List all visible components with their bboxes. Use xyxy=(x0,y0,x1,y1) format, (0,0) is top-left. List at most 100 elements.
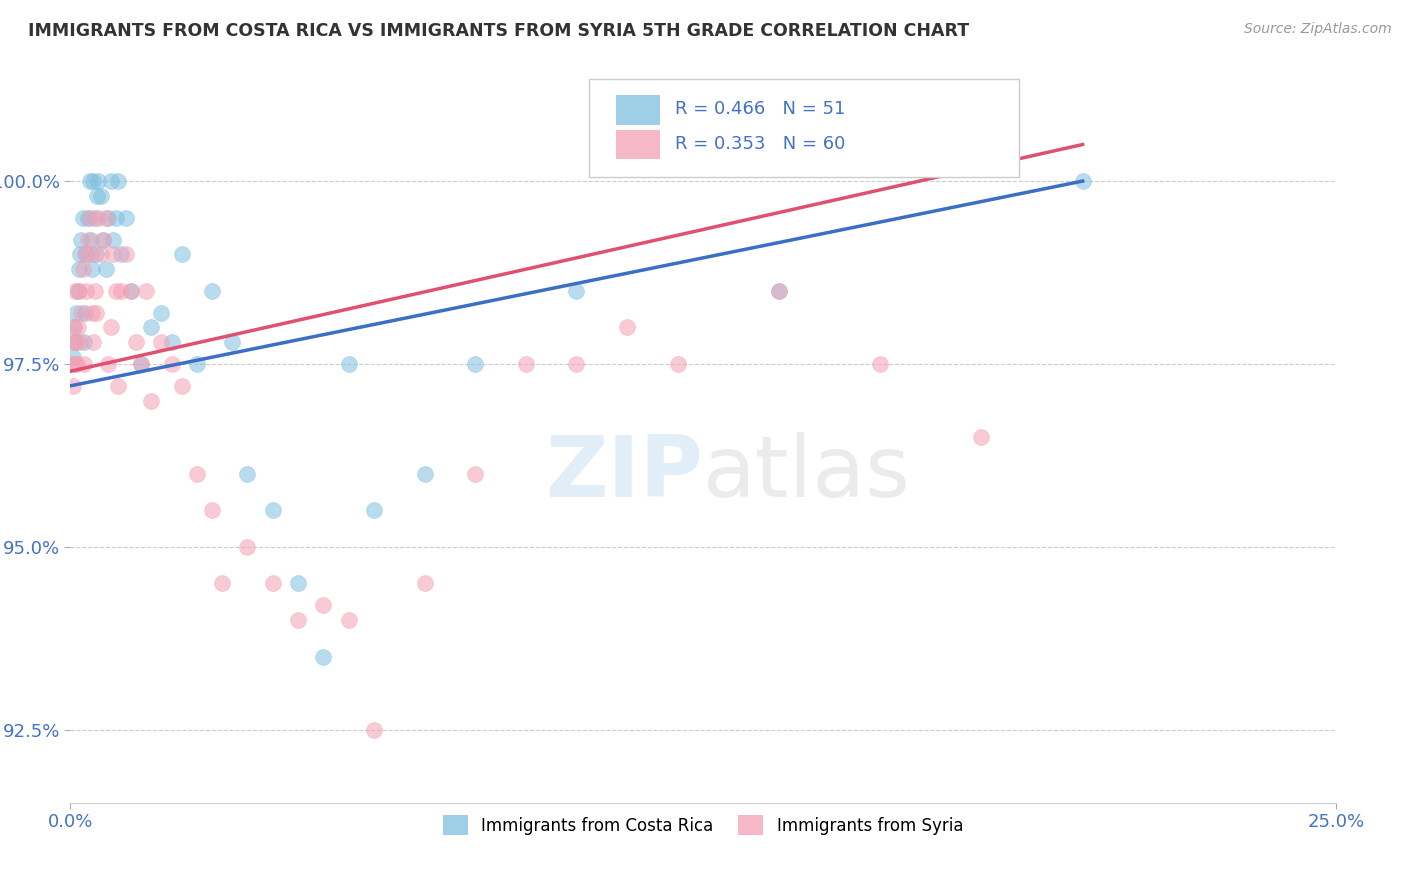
Point xyxy=(67,284,90,298)
Point xyxy=(869,357,891,371)
Point xyxy=(150,334,173,349)
Point xyxy=(107,174,129,188)
Point xyxy=(129,357,152,371)
Point xyxy=(768,284,790,298)
Point xyxy=(464,467,486,481)
Point xyxy=(104,211,127,225)
Point xyxy=(125,334,148,349)
Point xyxy=(160,334,183,349)
Point xyxy=(337,357,360,371)
Point xyxy=(104,284,127,298)
Point xyxy=(97,357,120,371)
Point xyxy=(363,723,385,737)
Text: IMMIGRANTS FROM COSTA RICA VS IMMIGRANTS FROM SYRIA 5TH GRADE CORRELATION CHART: IMMIGRANTS FROM COSTA RICA VS IMMIGRANTS… xyxy=(28,22,969,40)
Point xyxy=(76,284,98,298)
Point xyxy=(82,174,104,188)
Point xyxy=(83,284,105,298)
Point xyxy=(312,649,335,664)
Text: R = 0.353   N = 60: R = 0.353 N = 60 xyxy=(675,135,845,153)
Point xyxy=(91,233,114,247)
Point xyxy=(141,320,163,334)
Point xyxy=(413,467,436,481)
Point xyxy=(150,306,173,320)
Point xyxy=(63,320,86,334)
Point xyxy=(103,247,125,261)
Point xyxy=(170,379,193,393)
Point xyxy=(115,247,138,261)
Point xyxy=(76,247,98,261)
Point xyxy=(236,467,259,481)
Point xyxy=(236,540,259,554)
Point xyxy=(312,599,335,613)
Point xyxy=(565,357,588,371)
Point xyxy=(62,379,84,393)
Point xyxy=(110,284,132,298)
Point xyxy=(72,211,94,225)
Point xyxy=(97,211,120,225)
Point xyxy=(69,334,91,349)
Point xyxy=(120,284,142,298)
Point xyxy=(186,467,208,481)
Point xyxy=(91,233,114,247)
Point xyxy=(67,261,90,276)
Point xyxy=(84,306,107,320)
Point xyxy=(63,320,86,334)
Point xyxy=(768,284,790,298)
Point xyxy=(515,357,537,371)
Point xyxy=(201,284,224,298)
Point xyxy=(69,247,91,261)
Point xyxy=(135,284,157,298)
Point xyxy=(63,357,86,371)
Point xyxy=(77,211,100,225)
Point xyxy=(73,357,96,371)
Point xyxy=(66,320,89,334)
Point xyxy=(221,334,243,349)
Point xyxy=(75,306,97,320)
Point xyxy=(90,247,112,261)
Point xyxy=(65,284,87,298)
Point xyxy=(170,247,193,261)
Point xyxy=(262,503,284,517)
Point xyxy=(75,247,97,261)
Point xyxy=(80,261,103,276)
Point xyxy=(666,357,689,371)
Point xyxy=(129,357,152,371)
Legend: Immigrants from Costa Rica, Immigrants from Syria: Immigrants from Costa Rica, Immigrants f… xyxy=(436,808,970,842)
Point xyxy=(464,357,486,371)
Text: atlas: atlas xyxy=(703,432,911,516)
Point xyxy=(66,357,89,371)
Point xyxy=(73,334,96,349)
Point xyxy=(100,174,122,188)
Point xyxy=(287,576,309,591)
Point xyxy=(160,357,183,371)
Point xyxy=(103,233,125,247)
Point xyxy=(65,334,87,349)
Point xyxy=(141,393,163,408)
Point xyxy=(70,233,93,247)
Point xyxy=(94,211,117,225)
Point xyxy=(79,233,101,247)
Point xyxy=(616,320,638,334)
Point xyxy=(65,334,87,349)
Point xyxy=(115,211,138,225)
Point xyxy=(82,334,104,349)
Point xyxy=(87,211,110,225)
Point xyxy=(80,306,103,320)
Point xyxy=(107,379,129,393)
FancyBboxPatch shape xyxy=(616,95,659,125)
Text: R = 0.466   N = 51: R = 0.466 N = 51 xyxy=(675,101,845,119)
Point xyxy=(110,247,132,261)
Point xyxy=(86,188,108,202)
Point xyxy=(565,284,588,298)
Point xyxy=(287,613,309,627)
Point xyxy=(90,188,112,202)
Point xyxy=(120,284,142,298)
Point xyxy=(201,503,224,517)
Point xyxy=(211,576,233,591)
Point xyxy=(413,576,436,591)
Point xyxy=(60,357,83,371)
Point xyxy=(62,350,84,364)
Text: Source: ZipAtlas.com: Source: ZipAtlas.com xyxy=(1244,22,1392,37)
FancyBboxPatch shape xyxy=(616,130,659,159)
Point xyxy=(79,247,101,261)
